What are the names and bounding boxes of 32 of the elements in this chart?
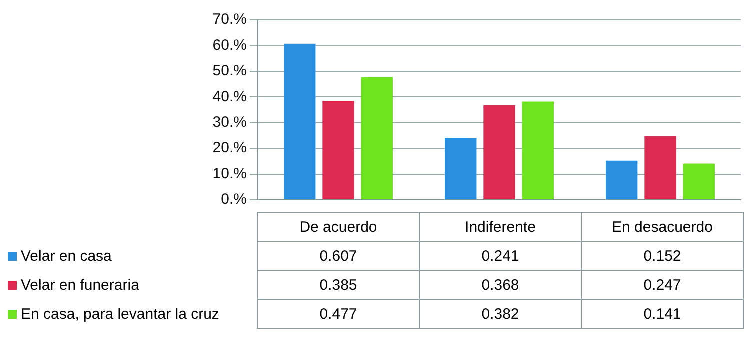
- x-tick-label: De acuerdo: [258, 212, 420, 242]
- y-tick-label: 60.%: [212, 36, 247, 54]
- data-label: 0.241: [420, 242, 582, 270]
- data-label: 0.247: [582, 270, 744, 300]
- data-label: 0.477: [258, 300, 420, 328]
- data-label: 0.382: [420, 300, 582, 328]
- data-label: 0.141: [582, 300, 744, 328]
- y-tick-label: 50.%: [212, 62, 247, 80]
- legend-label: Velar en funeraria: [21, 276, 140, 294]
- bar: [361, 77, 393, 200]
- y-tick-label: 0.%: [221, 191, 247, 208]
- bar: [484, 105, 516, 200]
- data-label: 0.385: [258, 270, 420, 300]
- bar: [445, 138, 477, 200]
- y-tick-label: 40.%: [212, 88, 247, 106]
- data-label: 0.607: [258, 242, 420, 270]
- y-tick-label: 70.%: [212, 11, 247, 28]
- y-tick-label: 30.%: [212, 114, 247, 131]
- bar: [606, 160, 638, 200]
- x-tick-label: Indiferente: [420, 212, 582, 242]
- bar: [522, 102, 554, 200]
- data-label: 0.152: [582, 242, 744, 270]
- y-tick-label: 20.%: [212, 140, 247, 157]
- y-tick-label: 10.%: [212, 165, 247, 182]
- data-label: 0.368: [420, 270, 582, 300]
- bar: [683, 164, 715, 200]
- bar: [284, 44, 316, 200]
- x-tick-label: En desacuerdo: [582, 212, 744, 242]
- bar: [644, 136, 676, 200]
- legend-label: En casa, para levantar la cruz: [21, 306, 220, 322]
- bar: [322, 101, 354, 200]
- legend-label: Velar en casa: [21, 248, 112, 264]
